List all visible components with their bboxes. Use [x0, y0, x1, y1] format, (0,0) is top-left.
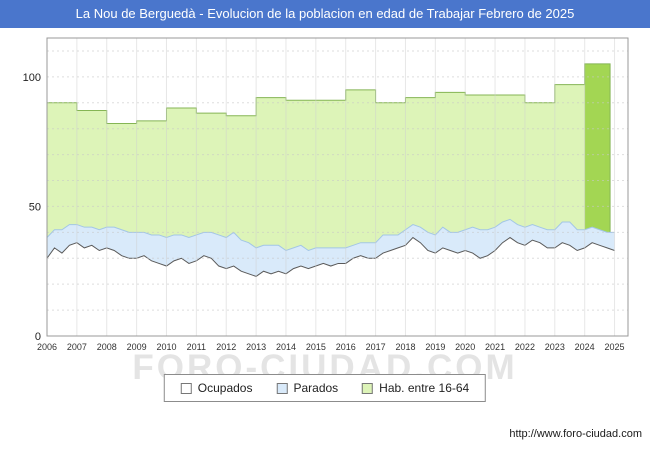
- svg-text:2006: 2006: [37, 342, 57, 352]
- svg-text:2016: 2016: [336, 342, 356, 352]
- svg-text:2008: 2008: [97, 342, 117, 352]
- svg-text:2017: 2017: [366, 342, 386, 352]
- legend-item-ocupados: Ocupados: [180, 381, 253, 395]
- svg-text:0: 0: [35, 331, 41, 343]
- svg-text:2007: 2007: [67, 342, 87, 352]
- svg-text:2018: 2018: [395, 342, 415, 352]
- svg-text:2015: 2015: [306, 342, 326, 352]
- svg-text:2013: 2013: [246, 342, 266, 352]
- population-chart: 2006 2007 2008 2009 2010 2011 2012 2013 2014 2015…: [23, 37, 629, 352]
- svg-text:2012: 2012: [216, 342, 236, 352]
- svg-text:2011: 2011: [187, 342, 206, 352]
- legend-swatch-hab-16-64: [362, 382, 374, 394]
- legend-swatch-ocupados: [180, 382, 192, 394]
- svg-text:2022: 2022: [515, 342, 535, 352]
- legend-item-hab-16-64: Hab. entre 16-64: [362, 381, 469, 395]
- legend-label-hab-16-64: Hab. entre 16-64: [379, 381, 470, 395]
- svg-text:2019: 2019: [425, 342, 445, 352]
- svg-text:2021: 2021: [485, 342, 505, 352]
- legend-swatch-parados: [276, 382, 288, 394]
- foro-ciudad-link[interactable]: http://www.foro-ciudad.com: [509, 428, 642, 440]
- legend-item-parados: Parados: [276, 381, 338, 395]
- svg-text:2025: 2025: [605, 342, 625, 352]
- svg-text:100: 100: [23, 72, 41, 84]
- legend-label-parados: Parados: [293, 381, 339, 395]
- chart-legend: Ocupados Parados Hab. entre 16-64: [163, 374, 487, 402]
- svg-text:2020: 2020: [455, 342, 475, 352]
- chart-title-bar: La Nou de Berguedà - Evolucion de la pob…: [0, 0, 650, 28]
- svg-text:2024: 2024: [575, 342, 595, 352]
- svg-text:2014: 2014: [276, 342, 296, 352]
- svg-text:2009: 2009: [127, 342, 147, 352]
- svg-text:50: 50: [29, 201, 41, 213]
- svg-text:2023: 2023: [545, 342, 565, 352]
- legend-label-ocupados: Ocupados: [197, 381, 253, 395]
- svg-text:2010: 2010: [156, 342, 176, 352]
